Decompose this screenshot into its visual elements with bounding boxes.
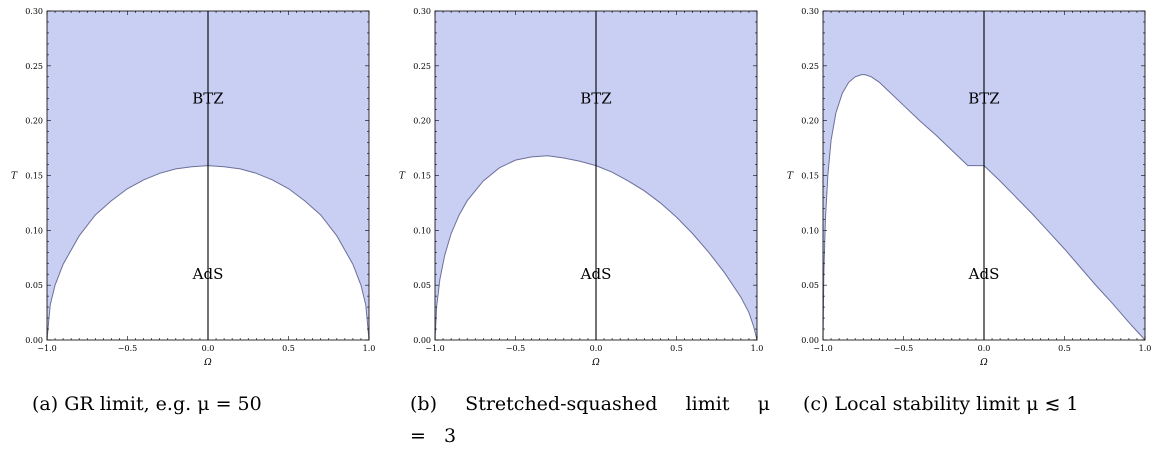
phase-diagram-c: −1.0 −0.5 0.0 0.5 1.0 0.00 0.05 0.10 0.15 0.20 0.2…	[787, 7, 1152, 368]
x-tick-label: −1.0	[425, 344, 444, 353]
region-label-ads: AdS	[968, 265, 1000, 283]
x-tick-label: 0.5	[1058, 344, 1071, 353]
phase-diagram-b: −1.0 −0.5 0.0 0.5 1.0 0.00 0.05 0.10 0.15 0.20 0.2…	[399, 7, 764, 368]
y-tick-label: 0.05	[413, 281, 431, 290]
x-tick-label: 0.0	[978, 344, 991, 353]
x-tick-label: 1.0	[751, 344, 764, 353]
y-tick-label: 0.00	[413, 336, 431, 345]
region-label-btz: BTZ	[580, 90, 611, 108]
x-tick-label: −1.0	[37, 344, 56, 353]
y-tick-label: 0.15	[25, 172, 43, 181]
btz-region	[47, 11, 369, 340]
x-tick-label: 0.0	[202, 344, 215, 353]
x-tick-label: 1.0	[1139, 344, 1152, 353]
y-tick-label: 0.00	[25, 336, 43, 345]
caption-a: (a) GR limit, e.g. μ = 50	[32, 393, 262, 415]
x-tick-label: 0.5	[282, 344, 295, 353]
y-tick-label: 0.10	[801, 226, 819, 235]
y-tick-label: 0.25	[25, 62, 43, 71]
y-tick-label: 0.05	[25, 281, 43, 290]
caption-b: (b) Stretched-squashed limit μ = 3	[410, 393, 770, 447]
x-tick-label: −0.5	[894, 344, 913, 353]
y-axis-label: T	[11, 172, 18, 182]
chart-panel-c: −1.0 −0.5 0.0 0.5 1.0 0.00 0.05 0.10 0.15 0.20 0.2…	[776, 0, 1162, 380]
y-tick-label: 0.25	[801, 62, 819, 71]
y-tick-label: 0.30	[801, 7, 819, 16]
y-tick-label: 0.30	[413, 7, 431, 16]
y-axis-label: T	[787, 172, 794, 182]
x-axis-label: Ω	[591, 358, 600, 368]
y-tick-label: 0.20	[801, 117, 819, 126]
y-tick-label: 0.10	[25, 226, 43, 235]
y-tick-label: 0.05	[801, 281, 819, 290]
phase-boundary-line	[822, 74, 1146, 341]
x-tick-label: −0.5	[118, 344, 137, 353]
phase-diagram-a: −1.0 −0.5 0.0 0.5 1.0 0.00 0.05 0.10 0.15 0.20 0.2…	[11, 7, 376, 368]
x-axis-label: Ω	[203, 358, 212, 368]
x-tick-label: 0.5	[670, 344, 683, 353]
btz-region	[435, 11, 757, 340]
x-tick-label: −1.0	[813, 344, 832, 353]
y-tick-label: 0.25	[413, 62, 431, 71]
region-label-ads: AdS	[192, 265, 224, 283]
x-tick-label: 1.0	[363, 344, 376, 353]
y-tick-label: 0.15	[801, 172, 819, 181]
x-tick-label: 0.0	[590, 344, 603, 353]
y-tick-label: 0.30	[25, 7, 43, 16]
region-label-ads: AdS	[580, 265, 612, 283]
btz-region	[823, 11, 1145, 340]
region-label-btz: BTZ	[968, 90, 999, 108]
y-tick-label: 0.15	[413, 172, 431, 181]
x-axis-label: Ω	[979, 358, 988, 368]
region-label-btz: BTZ	[192, 90, 223, 108]
chart-panel-a: −1.0 −0.5 0.0 0.5 1.0 0.00 0.05 0.10 0.15 0.20 0.2…	[0, 0, 390, 380]
phase-boundary-line	[434, 155, 758, 341]
y-tick-label: 0.10	[413, 226, 431, 235]
y-tick-label: 0.20	[25, 117, 43, 126]
x-tick-label: −0.5	[506, 344, 525, 353]
y-tick-label: 0.00	[801, 336, 819, 345]
caption-c: (c) Local stability limit μ ≲ 1	[803, 393, 1079, 415]
y-tick-label: 0.20	[413, 117, 431, 126]
chart-panel-b: −1.0 −0.5 0.0 0.5 1.0 0.00 0.05 0.10 0.15 0.20 0.2…	[388, 0, 778, 380]
y-axis-label: T	[399, 172, 406, 182]
